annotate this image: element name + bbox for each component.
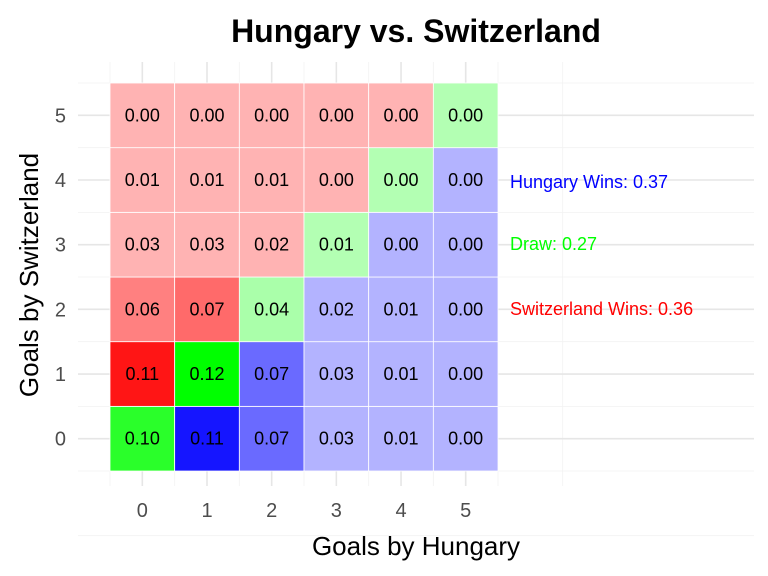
y-tick-label: 0: [55, 429, 66, 451]
annotation-draw: Draw: 0.27: [510, 234, 597, 254]
cell-value-label: 0.01: [383, 429, 418, 449]
x-tick-label: 0: [137, 500, 148, 522]
cell-value-label: 0.02: [254, 235, 289, 255]
chart-title: Hungary vs. Switzerland: [231, 13, 601, 49]
cell-value-label: 0.00: [383, 170, 418, 190]
heatmap-cell: [174, 276, 240, 343]
heatmap-cell: [174, 82, 240, 149]
heatmap-cells: [109, 82, 499, 472]
heatmap-cell: [174, 211, 240, 278]
y-tick-label: 5: [55, 105, 66, 127]
cell-value-label: 0.04: [254, 299, 289, 319]
cell-value-label: 0.00: [448, 235, 483, 255]
heatmap-cell: [109, 341, 176, 407]
heatmap-cell: [174, 405, 240, 472]
heatmap-cell: [238, 341, 305, 407]
annotation-hungary-wins: Hungary Wins: 0.37: [510, 172, 668, 192]
x-axis-title: Goals by Hungary: [312, 531, 520, 561]
heatmap-cell: [238, 82, 305, 149]
cell-value-label: 0.12: [189, 364, 224, 384]
heatmap-cell: [109, 147, 176, 213]
cell-value-labels: 0.10 0.11 0.07 0.03 0.01 0.00 0.11 0.12 0.07 0.03…: [125, 105, 483, 448]
heatmap-cell: [174, 341, 240, 407]
cell-value-label: 0.11: [190, 429, 224, 449]
cell-value-label: 0.01: [189, 170, 224, 190]
cell-value-label: 0.00: [125, 105, 160, 125]
heatmap-cell: [303, 341, 370, 407]
x-tick-label: 2: [266, 500, 277, 522]
heatmap-cell: [368, 147, 434, 213]
cell-value-label: 0.00: [383, 105, 418, 125]
x-tick-label: 4: [395, 500, 406, 522]
cell-value-label: 0.07: [254, 364, 289, 384]
y-tick-label: 3: [55, 235, 66, 257]
cell-value-label: 0.00: [189, 105, 224, 125]
x-tick-label: 5: [460, 500, 471, 522]
cell-value-label: 0.00: [448, 299, 483, 319]
cell-value-label: 0.00: [448, 105, 483, 125]
cell-value-label: 0.06: [125, 299, 160, 319]
heatmap-cell: [432, 341, 499, 407]
heatmap-cell: [238, 405, 305, 472]
heatmap-cell: [368, 276, 434, 343]
cell-value-label: 0.01: [125, 170, 160, 190]
cell-value-label: 0.07: [189, 299, 224, 319]
heatmap-cell: [109, 405, 176, 472]
y-tick-label: 2: [55, 299, 66, 321]
cell-value-label: 0.01: [383, 364, 418, 384]
y-tick-label: 1: [55, 364, 66, 386]
heatmap-cell: [368, 82, 434, 149]
heatmap-cell: [368, 341, 434, 407]
heatmap-cell: [432, 276, 499, 343]
cell-value-label: 0.03: [189, 235, 224, 255]
heatmap-cell: [238, 276, 305, 343]
cell-value-label: 0.00: [319, 105, 354, 125]
cell-value-label: 0.01: [319, 235, 354, 255]
y-tick-label: 4: [55, 170, 66, 192]
cell-value-label: 0.02: [319, 299, 354, 319]
cell-value-label: 0.00: [448, 364, 483, 384]
cell-value-label: 0.00: [319, 170, 354, 190]
y-axis-title: Goals by Switzerland: [14, 153, 44, 397]
cell-value-label: 0.01: [254, 170, 289, 190]
cell-value-label: 0.03: [319, 429, 354, 449]
x-tick-label: 1: [201, 500, 212, 522]
heatmap-cell: [432, 82, 499, 149]
heatmap-cell: [303, 276, 370, 343]
annotation-switzerland-wins: Switzerland Wins: 0.36: [510, 299, 693, 319]
cell-value-label: 0.10: [125, 429, 160, 449]
cell-value-label: 0.07: [254, 429, 289, 449]
cell-value-label: 0.00: [448, 170, 483, 190]
cell-value-label: 0.11: [125, 364, 159, 384]
heatmap-cell: [368, 405, 434, 472]
heatmap-cell: [238, 147, 305, 213]
cell-value-label: 0.00: [383, 235, 418, 255]
heatmap-cell: [432, 405, 499, 472]
axis-tick-labels: 0 1 2 3 4 5 0 1 2 3 4 5: [55, 105, 471, 522]
cell-value-label: 0.00: [254, 105, 289, 125]
heatmap-cell: [174, 147, 240, 213]
cell-value-label: 0.00: [448, 429, 483, 449]
cell-value-label: 0.03: [319, 364, 354, 384]
heatmap-cell: [238, 211, 305, 278]
heatmap-cell: [303, 82, 370, 149]
cell-value-label: 0.01: [383, 299, 418, 319]
x-tick-label: 3: [331, 500, 342, 522]
cell-value-label: 0.03: [125, 235, 160, 255]
